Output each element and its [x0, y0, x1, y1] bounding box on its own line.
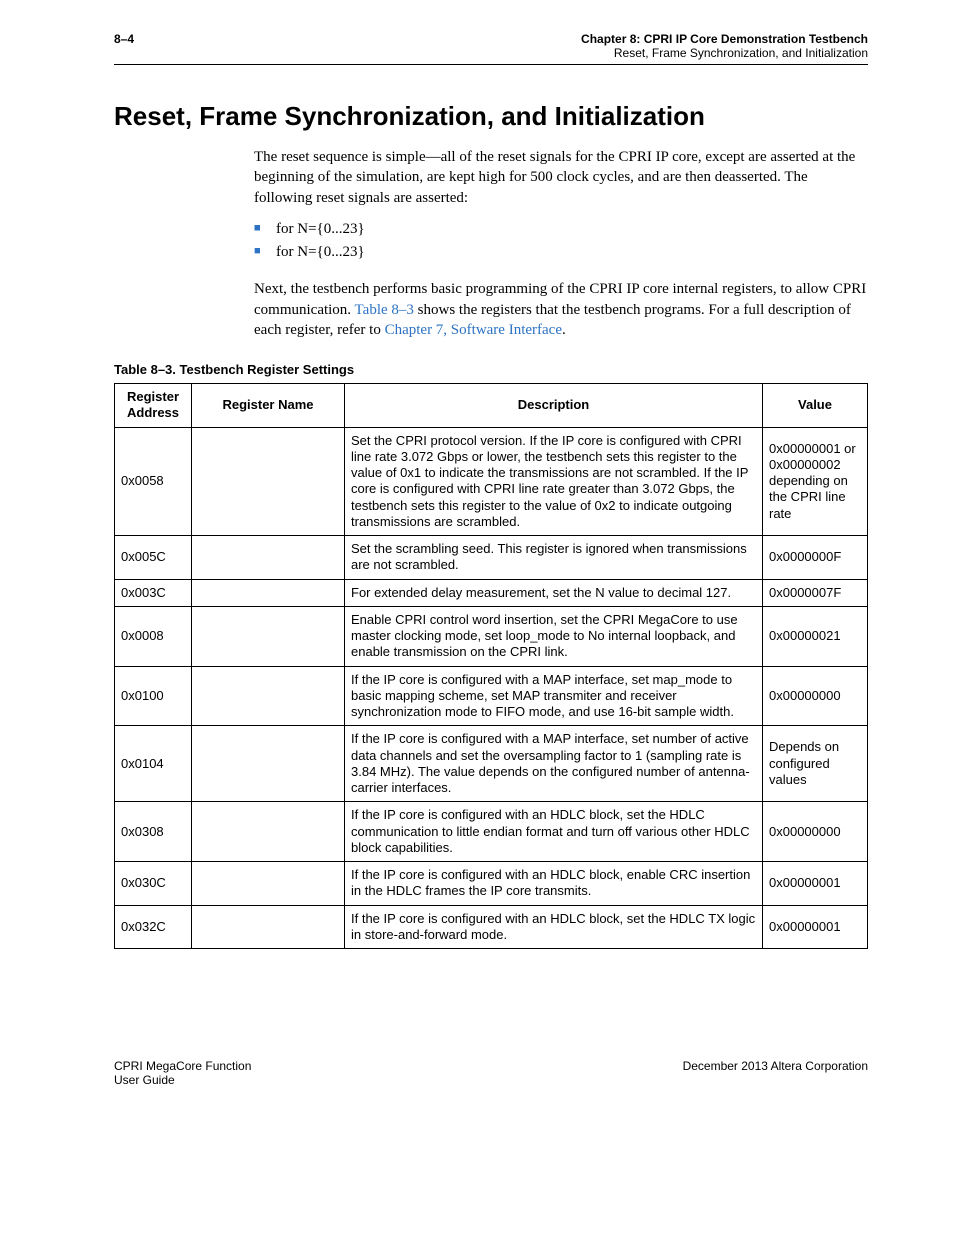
- th-value: Value: [763, 384, 868, 428]
- cell-address: 0x003C: [115, 579, 192, 606]
- cell-value: 0x00000001: [763, 905, 868, 949]
- th-name: Register Name: [192, 384, 345, 428]
- register-table: Register Address Register Name Descripti…: [114, 383, 868, 949]
- cell-name: [192, 536, 345, 580]
- cell-description: For extended delay measurement, set the …: [345, 579, 763, 606]
- cell-value: Depends on configured values: [763, 726, 868, 802]
- cell-address: 0x005C: [115, 536, 192, 580]
- cell-description: Set the scrambling seed. This register i…: [345, 536, 763, 580]
- list-item: for N={0...23}: [254, 241, 868, 264]
- cell-description: Enable CPRI control word insertion, set …: [345, 606, 763, 666]
- cell-address: 0x030C: [115, 862, 192, 906]
- page: 8–4 Chapter 8: CPRI IP Core Demonstratio…: [0, 0, 954, 1111]
- footer-doc-subtitle: User Guide: [114, 1073, 251, 1087]
- cell-name: [192, 802, 345, 862]
- cell-address: 0x0104: [115, 726, 192, 802]
- cell-value: 0x00000001: [763, 862, 868, 906]
- cell-address: 0x0058: [115, 427, 192, 536]
- cell-address: 0x0308: [115, 802, 192, 862]
- table-row: 0x032C If the IP core is configured with …: [115, 905, 868, 949]
- footer-right: December 2013 Altera Corporation: [683, 1059, 868, 1087]
- table-ref-link[interactable]: Table 8–3: [355, 302, 414, 318]
- cell-description: If the IP core is configured with a MAP …: [345, 726, 763, 802]
- cell-name: [192, 862, 345, 906]
- cell-value: 0x00000001 or 0x00000002 depending on th…: [763, 427, 868, 536]
- page-header: 8–4 Chapter 8: CPRI IP Core Demonstratio…: [114, 32, 868, 65]
- footer-doc-title: CPRI MegaCore Function: [114, 1059, 251, 1073]
- table-row: 0x0100 If the IP core is configured with …: [115, 666, 868, 726]
- header-right: Chapter 8: CPRI IP Core Demonstration Te…: [581, 32, 868, 60]
- table-row: 0x005C Set the scrambling seed. This regi…: [115, 536, 868, 580]
- table-row: 0x003C For extended delay measurement, se…: [115, 579, 868, 606]
- table-row: 0x0008 Enable CPRI control word insertion…: [115, 606, 868, 666]
- table-row: 0x0104 If the IP core is configured with …: [115, 726, 868, 802]
- cell-description: If the IP core is configured with a MAP …: [345, 666, 763, 726]
- cell-name: [192, 726, 345, 802]
- cell-description: If the IP core is configured with an HDL…: [345, 905, 763, 949]
- cell-value: 0x0000007F: [763, 579, 868, 606]
- footer-left: CPRI MegaCore Function User Guide: [114, 1059, 251, 1087]
- para1-a: The reset sequence is simple—all of the …: [254, 149, 748, 165]
- cell-name: [192, 427, 345, 536]
- cell-value: 0x00000000: [763, 802, 868, 862]
- chapter-label: Chapter 8: CPRI IP Core Demonstration Te…: [581, 32, 868, 46]
- th-description: Description: [345, 384, 763, 428]
- th-address: Register Address: [115, 384, 192, 428]
- cell-description: If the IP core is configured with an HDL…: [345, 862, 763, 906]
- cell-name: [192, 666, 345, 726]
- para2-c: .: [562, 322, 566, 338]
- table-caption: Table 8–3. Testbench Register Settings: [114, 362, 868, 377]
- cell-address: 0x032C: [115, 905, 192, 949]
- chapter-ref-link[interactable]: Chapter 7, Software Interface: [385, 322, 562, 338]
- page-footer: CPRI MegaCore Function User Guide Decemb…: [114, 1059, 868, 1087]
- cell-value: 0x00000000: [763, 666, 868, 726]
- cell-value: 0x0000000F: [763, 536, 868, 580]
- section-title: Reset, Frame Synchronization, and Initia…: [114, 101, 868, 132]
- cell-address: 0x0100: [115, 666, 192, 726]
- table-row: 0x030C If the IP core is configured with …: [115, 862, 868, 906]
- cell-address: 0x0008: [115, 606, 192, 666]
- second-paragraph: Next, the testbench performs basic progr…: [254, 279, 868, 340]
- cell-name: [192, 606, 345, 666]
- cell-value: 0x00000021: [763, 606, 868, 666]
- cell-description: If the IP core is configured with an HDL…: [345, 802, 763, 862]
- table-row: 0x0058 Set the CPRI protocol version. If …: [115, 427, 868, 536]
- table-row: 0x0308 If the IP core is configured with …: [115, 802, 868, 862]
- cell-name: [192, 579, 345, 606]
- page-number: 8–4: [114, 32, 134, 46]
- cell-name: [192, 905, 345, 949]
- intro-paragraph: The reset sequence is simple—all of the …: [254, 147, 868, 208]
- list-item: for N={0...23}: [254, 218, 868, 241]
- reset-signal-list: for N={0...23} for N={0...23}: [254, 218, 868, 265]
- table-header-row: Register Address Register Name Descripti…: [115, 384, 868, 428]
- chapter-subtitle: Reset, Frame Synchronization, and Initia…: [581, 46, 868, 60]
- cell-description: Set the CPRI protocol version. If the IP…: [345, 427, 763, 536]
